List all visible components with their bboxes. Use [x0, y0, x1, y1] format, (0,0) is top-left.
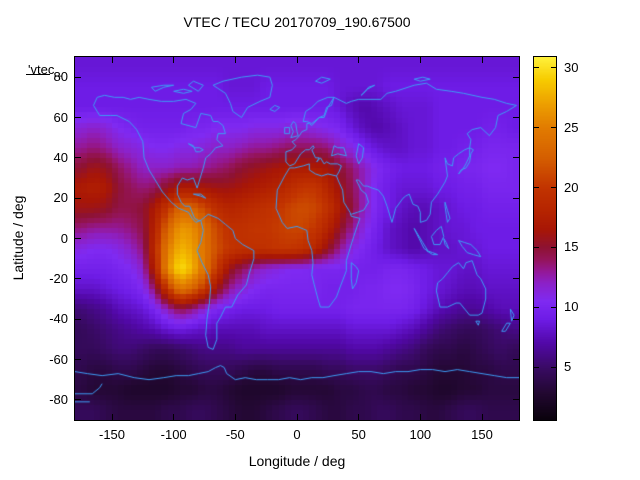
y-tick-label: -40	[49, 311, 68, 327]
x-tick-label: 150	[471, 427, 493, 442]
cb-tick-label: 20	[564, 179, 579, 195]
y-tick-mark	[75, 238, 81, 239]
cb-tick-mark-right	[551, 366, 556, 368]
cb-tick-mark-left	[534, 187, 539, 189]
cb-tick-mark-left	[534, 246, 539, 248]
x-tick-mark-top	[481, 57, 483, 63]
plot-area	[74, 56, 520, 421]
x-tick-label: 100	[409, 427, 432, 442]
y-tick-label: -80	[49, 391, 68, 407]
y-tick-mark	[75, 157, 81, 159]
y-tick-mark	[75, 399, 81, 401]
y-tick-mark-right	[513, 157, 519, 159]
y-tick-label: 20	[53, 190, 68, 206]
y-tick-label: 60	[53, 109, 68, 125]
y-tick-label: 40	[53, 149, 68, 165]
cb-tick-label: 15	[564, 239, 579, 255]
y-tick-mark	[75, 117, 81, 118]
x-tick-mark	[234, 414, 236, 420]
y-tick-mark	[75, 318, 81, 320]
x-tick-mark-top	[358, 57, 360, 63]
cb-tick-mark-left	[534, 366, 539, 368]
cb-tick-mark-right	[551, 67, 556, 69]
x-tick-label: -50	[225, 427, 245, 442]
cb-tick-label: 30	[564, 59, 579, 75]
x-tick-mark	[358, 414, 360, 420]
cb-tick-mark-right	[551, 127, 556, 129]
x-tick-mark	[173, 414, 175, 420]
y-tick-mark-right	[513, 117, 519, 118]
y-tick-mark-right	[513, 238, 519, 239]
colorbar-canvas	[534, 57, 556, 420]
cb-tick-mark-right	[551, 306, 556, 308]
x-tick-mark-top	[419, 57, 421, 63]
y-tick-mark-right	[513, 359, 519, 360]
x-axis-label: Longitude / deg	[248, 453, 346, 469]
x-tick-label: 0	[293, 427, 301, 442]
y-tick-mark-right	[513, 197, 519, 199]
x-tick-mark-top	[296, 57, 298, 63]
y-tick-label: -60	[49, 351, 68, 367]
y-tick-mark-right	[513, 278, 519, 280]
y-tick-mark-right	[513, 399, 519, 401]
y-tick-mark-right	[513, 318, 519, 320]
cb-tick-label: 10	[564, 299, 579, 315]
key-label: 'vtec_	[28, 62, 62, 77]
x-tick-mark-top	[234, 57, 236, 63]
y-tick-label: 80	[53, 69, 68, 85]
chart-title: VTEC / TECU 20170709_190.67500	[183, 14, 411, 30]
x-tick-label: -150	[98, 427, 126, 442]
cb-tick-mark-right	[551, 187, 556, 189]
key-sample-line	[26, 74, 50, 75]
x-tick-mark-top	[111, 57, 113, 63]
x-tick-mark	[419, 414, 421, 420]
heatmap-canvas	[75, 57, 519, 420]
cb-tick-label: 5	[564, 359, 572, 375]
x-tick-label: 50	[351, 427, 366, 442]
cb-tick-mark-right	[551, 246, 556, 248]
x-tick-mark-top	[173, 57, 175, 63]
cb-tick-mark-left	[534, 67, 539, 69]
y-tick-mark	[75, 278, 81, 280]
cb-tick-mark-left	[534, 306, 539, 308]
y-tick-mark	[75, 197, 81, 199]
y-axis-label: Latitude / deg	[10, 195, 26, 281]
colorbar	[533, 56, 557, 421]
y-tick-mark-right	[513, 76, 519, 78]
y-tick-mark	[75, 76, 81, 78]
cb-tick-label: 25	[564, 119, 579, 135]
y-tick-mark	[75, 359, 81, 360]
cb-tick-mark-left	[534, 127, 539, 129]
x-tick-mark	[111, 414, 113, 420]
x-tick-mark	[296, 414, 298, 420]
x-tick-label: -100	[160, 427, 187, 442]
y-tick-label: -20	[49, 270, 68, 286]
x-tick-mark	[481, 414, 483, 420]
y-tick-label: 0	[60, 230, 68, 246]
